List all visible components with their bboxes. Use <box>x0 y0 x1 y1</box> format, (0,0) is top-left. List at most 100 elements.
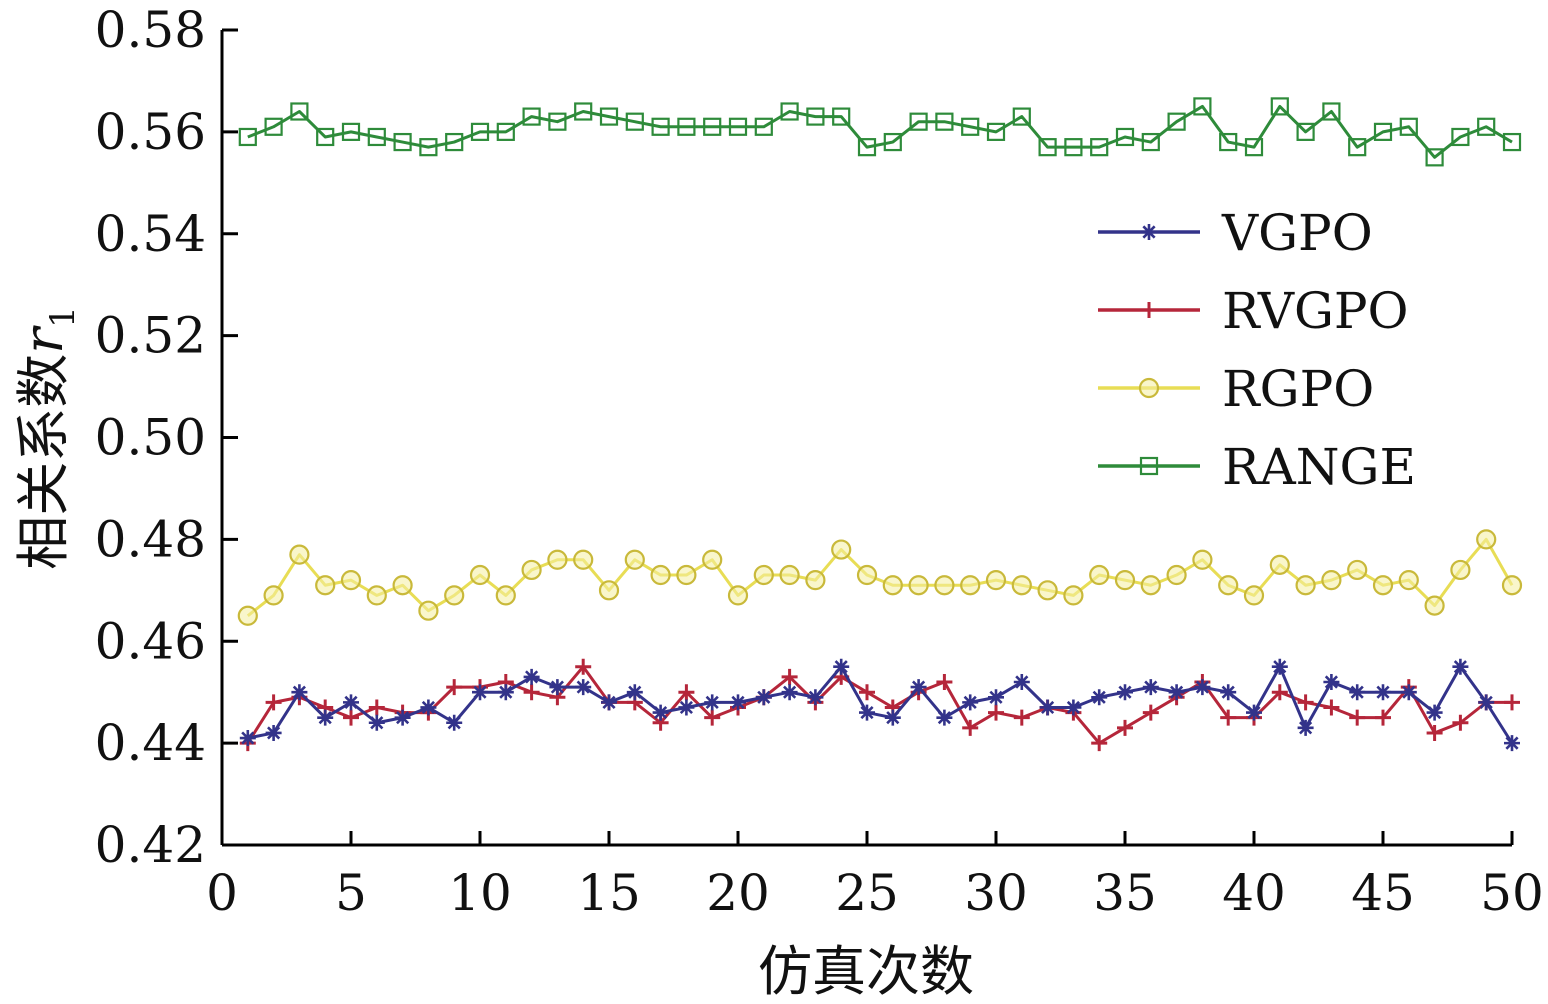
data-point-range <box>341 122 361 141</box>
data-point-vgpo <box>988 689 1004 706</box>
data-point-range <box>728 117 748 136</box>
data-point-vgpo <box>1478 694 1495 711</box>
data-point-rvgpo <box>1091 735 1108 752</box>
data-point-vgpo <box>265 724 282 741</box>
series-layer <box>237 97 1523 752</box>
x-tick-label: 45 <box>1351 864 1415 922</box>
series-line-range <box>247 104 1513 159</box>
data-point-rgpo <box>1476 529 1497 550</box>
data-point-vgpo <box>1504 735 1520 752</box>
data-point-vgpo <box>1065 699 1082 716</box>
y-tick-label: 0.46 <box>95 612 206 670</box>
y-axis-title-symbol: r <box>12 325 75 354</box>
data-point-vgpo <box>1039 699 1056 716</box>
data-point-rgpo <box>650 564 671 586</box>
data-point-rgpo <box>1295 575 1316 596</box>
data-point-rgpo <box>985 570 1007 591</box>
x-tick-label: 35 <box>1093 864 1157 922</box>
data-point-range <box>1141 132 1160 152</box>
data-point-rvgpo <box>1117 719 1133 736</box>
data-point-vgpo <box>1426 704 1443 721</box>
data-point-rgpo <box>1424 595 1445 616</box>
data-point-range <box>470 122 490 141</box>
data-point-rgpo <box>418 600 439 621</box>
data-point-range <box>625 112 644 131</box>
data-point-rvgpo <box>1220 709 1237 726</box>
data-point-range <box>496 122 515 141</box>
data-point-vgpo <box>884 709 901 726</box>
data-point-vgpo <box>446 714 463 731</box>
data-point-vgpo <box>549 679 566 696</box>
data-point-vgpo <box>1194 679 1211 696</box>
data-point-vgpo <box>1400 684 1417 701</box>
data-point-range <box>367 127 386 147</box>
data-point-range <box>1090 138 1109 157</box>
data-point-vgpo <box>833 658 850 675</box>
series-range <box>238 97 1522 167</box>
data-point-rgpo <box>960 575 981 596</box>
series-rgpo <box>237 529 1523 626</box>
data-point-rvgpo <box>1452 714 1469 731</box>
data-point-rgpo <box>934 575 955 596</box>
data-point-range <box>780 102 799 121</box>
data-point-vgpo <box>420 699 437 716</box>
data-point-vgpo <box>652 704 669 721</box>
legend-label: RVGPO <box>1222 282 1409 340</box>
data-point-rgpo <box>263 585 284 606</box>
data-point-range <box>806 107 825 126</box>
data-point-rvgpo <box>1013 709 1030 726</box>
data-point-range <box>264 117 283 136</box>
legend-item-rvgpo: RVGPO <box>1098 282 1409 340</box>
data-point-vgpo <box>936 709 953 726</box>
data-point-vgpo <box>291 684 308 701</box>
data-point-vgpo <box>781 684 798 701</box>
data-point-rvgpo <box>368 699 385 716</box>
data-point-range <box>651 117 670 136</box>
x-tick-label: 15 <box>577 864 641 922</box>
data-point-rgpo <box>547 549 568 570</box>
data-point-rgpo <box>573 549 594 570</box>
data-point-rgpo <box>727 585 749 606</box>
data-point-rgpo <box>1372 575 1394 596</box>
data-point-vgpo <box>1168 684 1185 701</box>
data-point-range <box>238 127 257 147</box>
data-point-rgpo <box>856 564 878 586</box>
y-tick-label: 0.58 <box>95 1 206 59</box>
data-point-rvgpo <box>704 709 721 726</box>
y-axis-title-group: 相关系数r1 <box>12 306 83 569</box>
data-point-vgpo <box>472 684 488 701</box>
data-point-range <box>1451 127 1470 147</box>
data-point-rvgpo <box>988 704 1004 721</box>
data-point-rgpo <box>1063 585 1084 606</box>
data-point-rgpo <box>315 575 336 596</box>
data-point-range <box>1477 117 1496 136</box>
data-point-range <box>1399 117 1418 136</box>
data-point-range <box>961 117 980 136</box>
x-tick-label: 50 <box>1480 864 1544 922</box>
legend-item-range: RANGE <box>1098 438 1416 496</box>
legend-label: RANGE <box>1222 438 1416 496</box>
data-point-rvgpo <box>1504 694 1520 711</box>
x-tick-label: 20 <box>706 864 770 922</box>
x-tick-label: 40 <box>1222 864 1286 922</box>
data-point-vgpo <box>962 694 979 711</box>
data-point-vgpo <box>1271 658 1288 675</box>
data-point-rgpo <box>1089 564 1110 586</box>
data-point-rvgpo <box>343 709 359 726</box>
legend: VGPO RVGPO RGPO RANGE <box>1098 204 1416 496</box>
data-point-vgpo <box>343 694 359 711</box>
y-tick-label: 0.56 <box>95 103 206 161</box>
x-tick-label: 10 <box>448 864 512 922</box>
data-point-rgpo <box>1114 570 1136 591</box>
data-point-rgpo <box>624 549 645 570</box>
data-point-range <box>677 117 696 136</box>
data-point-vgpo <box>730 694 746 711</box>
x-tick-label: 25 <box>835 864 899 922</box>
series-vgpo <box>239 658 1520 752</box>
data-point-range <box>316 127 335 147</box>
x-tick-label: 5 <box>335 864 367 922</box>
x-axis-title: 仿真次数 <box>758 940 974 1003</box>
data-point-rgpo <box>237 605 258 626</box>
data-point-rvgpo <box>678 684 695 701</box>
data-point-vgpo <box>1323 674 1340 690</box>
